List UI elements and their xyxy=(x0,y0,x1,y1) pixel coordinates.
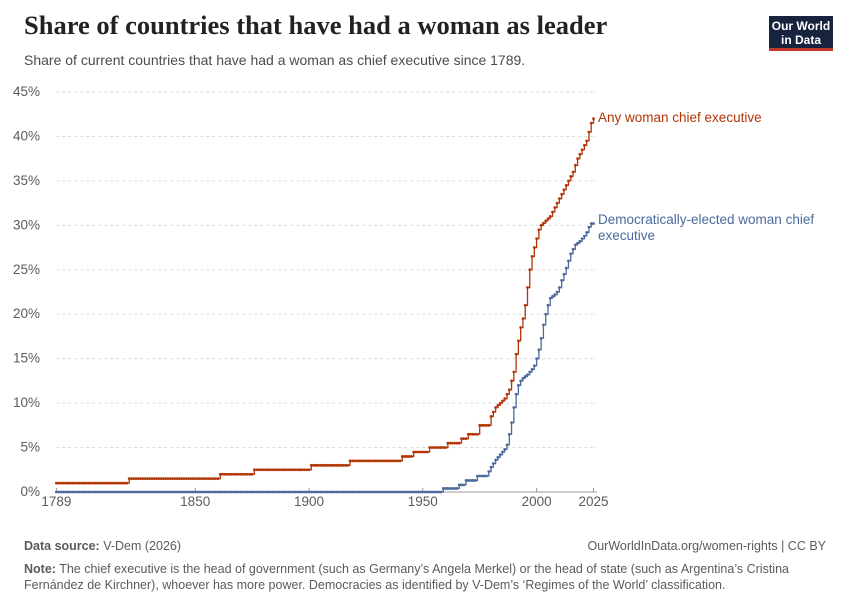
svg-text:30%: 30% xyxy=(13,217,40,232)
svg-text:1789: 1789 xyxy=(41,494,71,509)
svg-text:Any woman chief executive: Any woman chief executive xyxy=(598,110,762,125)
svg-text:0%: 0% xyxy=(20,484,40,499)
svg-text:executive: executive xyxy=(598,228,655,243)
svg-text:2025: 2025 xyxy=(578,494,608,509)
svg-text:40%: 40% xyxy=(13,128,40,143)
svg-text:2000: 2000 xyxy=(522,494,552,509)
svg-text:1950: 1950 xyxy=(408,494,438,509)
svg-text:Democratically-elected woman c: Democratically-elected woman chief xyxy=(598,212,814,227)
svg-text:1900: 1900 xyxy=(294,494,324,509)
svg-text:5%: 5% xyxy=(20,440,40,455)
svg-text:10%: 10% xyxy=(13,395,40,410)
svg-text:15%: 15% xyxy=(13,351,40,366)
svg-text:45%: 45% xyxy=(13,84,40,99)
svg-text:25%: 25% xyxy=(13,262,40,277)
svg-text:35%: 35% xyxy=(13,173,40,188)
svg-text:1850: 1850 xyxy=(180,494,210,509)
svg-text:20%: 20% xyxy=(13,306,40,321)
